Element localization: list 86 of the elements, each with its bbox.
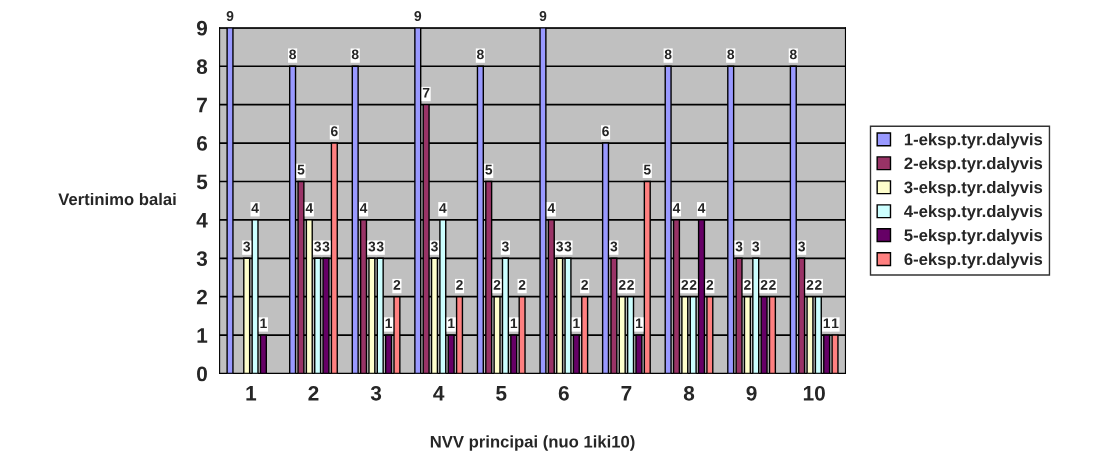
data-label: 9	[226, 11, 234, 21]
y-tick-label: 6	[196, 136, 208, 151]
data-label: 6	[330, 126, 338, 137]
data-label: 3	[798, 241, 806, 252]
data-label: 4	[359, 203, 368, 213]
data-label: 2	[456, 279, 463, 290]
y-tick-label: 9	[196, 20, 208, 36]
legend-label: 2-eksp.tyr.dalyvis	[904, 157, 1043, 173]
data-label: 3	[243, 241, 251, 252]
data-label: 2	[393, 279, 401, 290]
data-label: 2	[689, 279, 697, 290]
data-label: 1	[510, 318, 518, 329]
legend-label: 6-eksp.tyr.dalyvis	[904, 252, 1043, 269]
data-label: 2	[518, 279, 526, 290]
data-label: 3	[610, 241, 618, 252]
data-label: 2	[744, 279, 751, 290]
y-tick-label: 7	[197, 97, 207, 113]
x-tick-label: 2	[308, 385, 319, 401]
y-axis-title: Vertinimo balai	[58, 192, 176, 206]
data-label: 1	[832, 318, 839, 329]
data-label: 8	[476, 49, 484, 60]
x-axis-title: NVV principai (nuo 1iki10)	[430, 435, 635, 451]
data-label: 8	[664, 49, 672, 60]
y-tick-label: 1	[197, 328, 208, 343]
data-label: 1	[260, 318, 267, 329]
legend-label: 4-eksp.tyr.dalyvis	[904, 204, 1043, 221]
data-label: 8	[789, 49, 797, 60]
data-label: 2	[806, 279, 814, 290]
data-label: 3	[556, 241, 564, 252]
data-label: 1	[385, 318, 393, 329]
data-label: 3	[501, 241, 509, 252]
legend-label: 5-eksp.tyr.dalyvis	[904, 228, 1043, 245]
data-label: 2	[681, 279, 689, 290]
data-label: 2	[627, 279, 634, 290]
y-tick-label: 2	[196, 289, 207, 305]
y-tick-label: 8	[196, 59, 208, 74]
data-label: 4	[439, 203, 447, 213]
y-tick-label: 0	[197, 366, 207, 382]
data-label: 2	[769, 279, 776, 290]
x-tick-label: 7	[621, 386, 632, 401]
data-label: 6	[602, 126, 609, 137]
data-label: 2	[760, 279, 768, 290]
data-label: 2	[706, 279, 714, 290]
x-tick-label: 8	[683, 385, 695, 401]
data-label: 3	[376, 241, 384, 252]
data-label: 4	[305, 203, 314, 213]
data-label: 3	[314, 241, 322, 252]
data-label: 1	[635, 318, 643, 329]
legend-label: 1-eksp.tyr.dalyvis	[904, 133, 1043, 149]
x-tick-label: 10	[803, 385, 825, 401]
data-label: 3	[735, 241, 743, 252]
data-label: 3	[752, 241, 760, 252]
data-label: 8	[289, 49, 297, 60]
data-label: 1	[573, 318, 580, 329]
data-label: 3	[564, 241, 572, 252]
data-label: 4	[672, 203, 681, 213]
y-tick-label: 5	[196, 174, 208, 190]
x-tick-label: 4	[433, 386, 445, 401]
data-label: 5	[485, 164, 493, 175]
data-label: 9	[414, 11, 422, 21]
data-label: 2	[618, 279, 626, 290]
data-label: 1	[448, 318, 455, 329]
y-tick-label: 3	[196, 251, 208, 267]
data-label: 8	[351, 49, 359, 60]
x-tick-label: 3	[370, 385, 382, 401]
data-label: 7	[422, 88, 430, 98]
data-label: 3	[322, 241, 330, 252]
data-label: 2	[581, 279, 588, 290]
data-label: 8	[727, 49, 735, 60]
x-tick-label: 9	[746, 385, 757, 401]
data-label: 4	[697, 203, 706, 213]
x-tick-label: 6	[558, 385, 569, 401]
data-label: 3	[368, 241, 376, 252]
x-tick-label: 5	[496, 386, 507, 401]
data-label: 5	[297, 164, 305, 175]
y-tick-label: 4	[196, 213, 208, 228]
legend-label: 3-eksp.tyr.dalyvis	[904, 180, 1043, 197]
data-label: 4	[251, 203, 259, 213]
data-label: 3	[430, 241, 438, 252]
data-label: 5	[643, 164, 651, 175]
x-tick-label: 1	[246, 386, 257, 401]
data-label: 2	[493, 279, 501, 290]
data-label: 1	[823, 318, 831, 329]
data-label: 2	[814, 279, 822, 290]
data-label: 4	[547, 203, 556, 213]
data-label: 9	[539, 11, 547, 21]
